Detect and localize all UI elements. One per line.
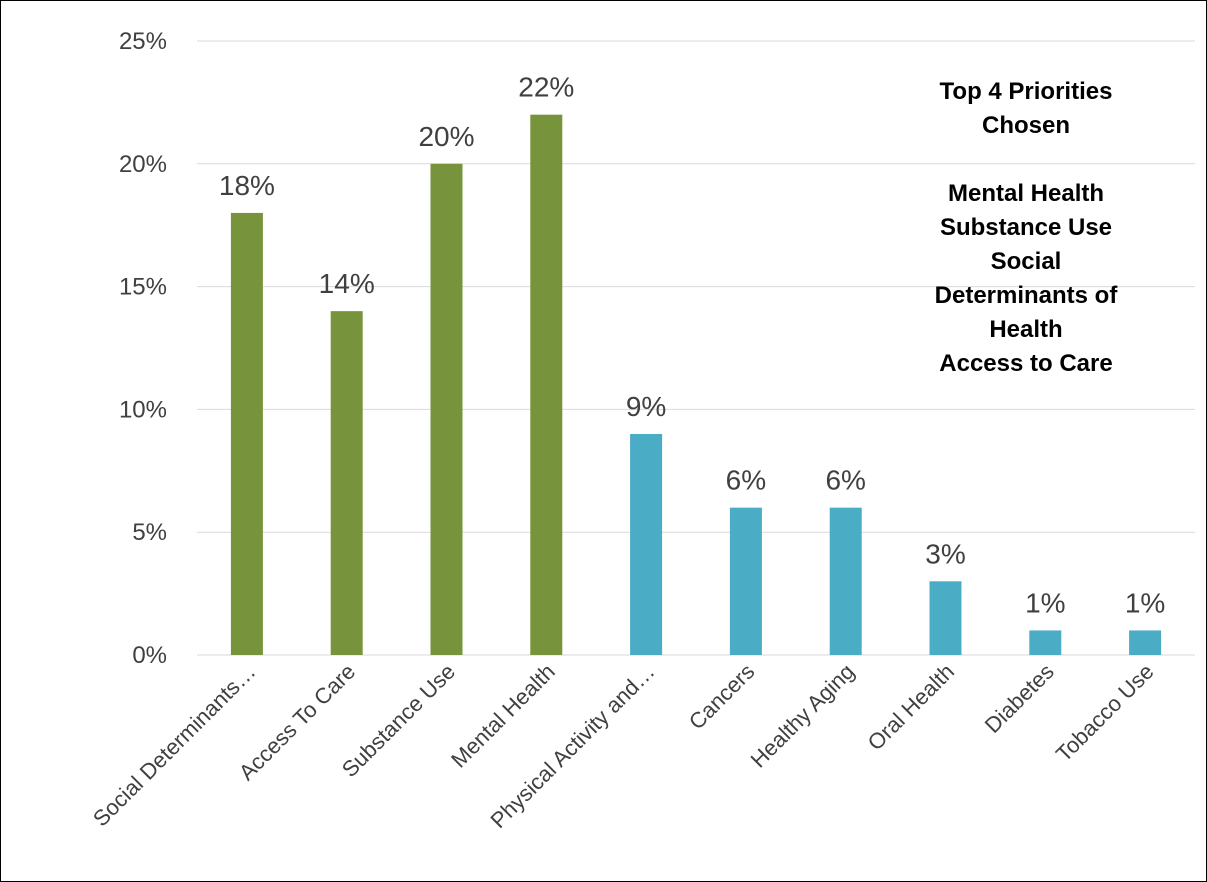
y-tick-label: 25% (119, 28, 167, 55)
annotation-priority-3c: Health (989, 316, 1063, 343)
x-tick-label: Diabetes (980, 659, 1059, 738)
bar (330, 311, 363, 655)
x-tick-label: Physical Activity and… (485, 659, 659, 833)
data-label: 18% (219, 170, 275, 201)
gridlines (197, 40, 1195, 656)
x-tick-label: Oral Health (863, 659, 959, 755)
x-tick-label: Cancers (684, 659, 760, 735)
data-labels: 18% 14% 20% 22% 9% 6% 6% 3% 1% 1% (219, 72, 1165, 619)
x-tick-label: Healthy Aging (746, 659, 860, 773)
bar (530, 114, 563, 656)
priorities-annotation: Top 4 Priorities Chosen Mental Health Su… (901, 75, 1151, 381)
bar (829, 507, 862, 655)
bar (230, 212, 263, 656)
y-tick-label: 20% (119, 151, 167, 178)
bar (430, 163, 463, 656)
bar (630, 433, 663, 655)
data-label: 9% (626, 391, 666, 422)
y-axis-tick-labels: 0% 5% 10% 15% 20% 25% (119, 28, 167, 669)
annotation-priority-4: Access to Care (939, 350, 1113, 377)
bar (1129, 630, 1162, 655)
x-tick-label: Mental Health (446, 659, 560, 773)
annotation-heading-line-2: Chosen (981, 112, 1070, 139)
y-tick-label: 5% (132, 519, 167, 546)
bar (729, 507, 762, 655)
y-tick-label: 10% (119, 396, 167, 423)
data-label: 3% (925, 538, 965, 569)
bar (929, 581, 962, 655)
annotation-priority-1: Mental Health (947, 180, 1105, 207)
data-label: 6% (726, 465, 766, 496)
data-label: 1% (1025, 587, 1065, 618)
y-tick-label: 15% (119, 274, 167, 301)
data-label: 20% (418, 121, 474, 152)
annotation-priority-3a: Social (990, 248, 1062, 275)
bar (1029, 630, 1062, 655)
annotation-spacer (901, 143, 1151, 177)
y-tick-label: 0% (132, 642, 167, 669)
bars (230, 114, 1162, 656)
x-tick-label: Social Determinants… (88, 659, 260, 831)
annotation-heading-line-1: Top 4 Priorities (939, 78, 1113, 105)
data-label: 14% (319, 268, 375, 299)
data-label: 22% (518, 72, 574, 103)
data-label: 6% (825, 465, 865, 496)
x-axis-tick-labels: Social Determinants…Access To CareSubsta… (88, 659, 1159, 833)
annotation-priority-3b: Determinants of (934, 282, 1118, 309)
data-label: 1% (1125, 587, 1165, 618)
x-tick-label: Tobacco Use (1051, 659, 1159, 767)
annotation-priority-2: Substance Use (939, 214, 1113, 241)
